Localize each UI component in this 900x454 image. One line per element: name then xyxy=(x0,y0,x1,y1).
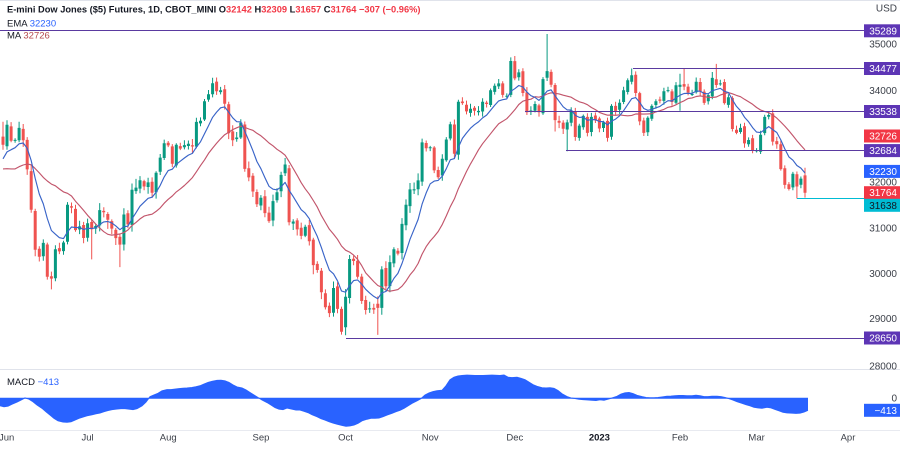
svg-text:Dec: Dec xyxy=(506,433,523,444)
svg-text:32726: 32726 xyxy=(869,132,897,143)
svg-text:−413: −413 xyxy=(874,406,897,417)
svg-text:29000: 29000 xyxy=(869,314,897,325)
svg-text:32684: 32684 xyxy=(869,146,897,157)
svg-text:Jul: Jul xyxy=(82,433,94,444)
svg-text:31000: 31000 xyxy=(869,224,897,235)
svg-text:28000: 28000 xyxy=(869,362,897,373)
svg-text:Nov: Nov xyxy=(422,433,439,444)
svg-text:35000: 35000 xyxy=(869,40,897,51)
svg-text:0: 0 xyxy=(891,394,897,405)
svg-text:EMA 32230: EMA 32230 xyxy=(7,19,56,30)
svg-text:34000: 34000 xyxy=(869,86,897,97)
svg-text:Jun: Jun xyxy=(0,433,14,444)
svg-text:35289: 35289 xyxy=(869,26,897,37)
svg-text:34477: 34477 xyxy=(869,64,897,75)
svg-text:E-mini Dow Jones ($5) Futures,: E-mini Dow Jones ($5) Futures, 1D, CBOT_… xyxy=(7,5,420,15)
svg-text:2023: 2023 xyxy=(589,433,610,444)
svg-text:MA 32726: MA 32726 xyxy=(7,31,50,42)
svg-text:31764: 31764 xyxy=(869,188,897,199)
svg-text:USD: USD xyxy=(876,4,897,15)
svg-text:33538: 33538 xyxy=(869,107,897,118)
svg-text:Sep: Sep xyxy=(253,433,270,444)
svg-text:31638: 31638 xyxy=(869,201,897,212)
svg-text:32230: 32230 xyxy=(869,167,897,178)
svg-text:Aug: Aug xyxy=(160,433,177,444)
svg-text:Oct: Oct xyxy=(338,433,353,444)
svg-text:28650: 28650 xyxy=(869,334,897,345)
svg-text:Feb: Feb xyxy=(672,433,688,444)
svg-text:Apr: Apr xyxy=(841,433,856,444)
svg-text:30000: 30000 xyxy=(869,269,897,280)
svg-text:Mar: Mar xyxy=(748,433,764,444)
svg-text:MACD −413: MACD −413 xyxy=(7,377,59,388)
svg-text:32000: 32000 xyxy=(869,178,897,189)
